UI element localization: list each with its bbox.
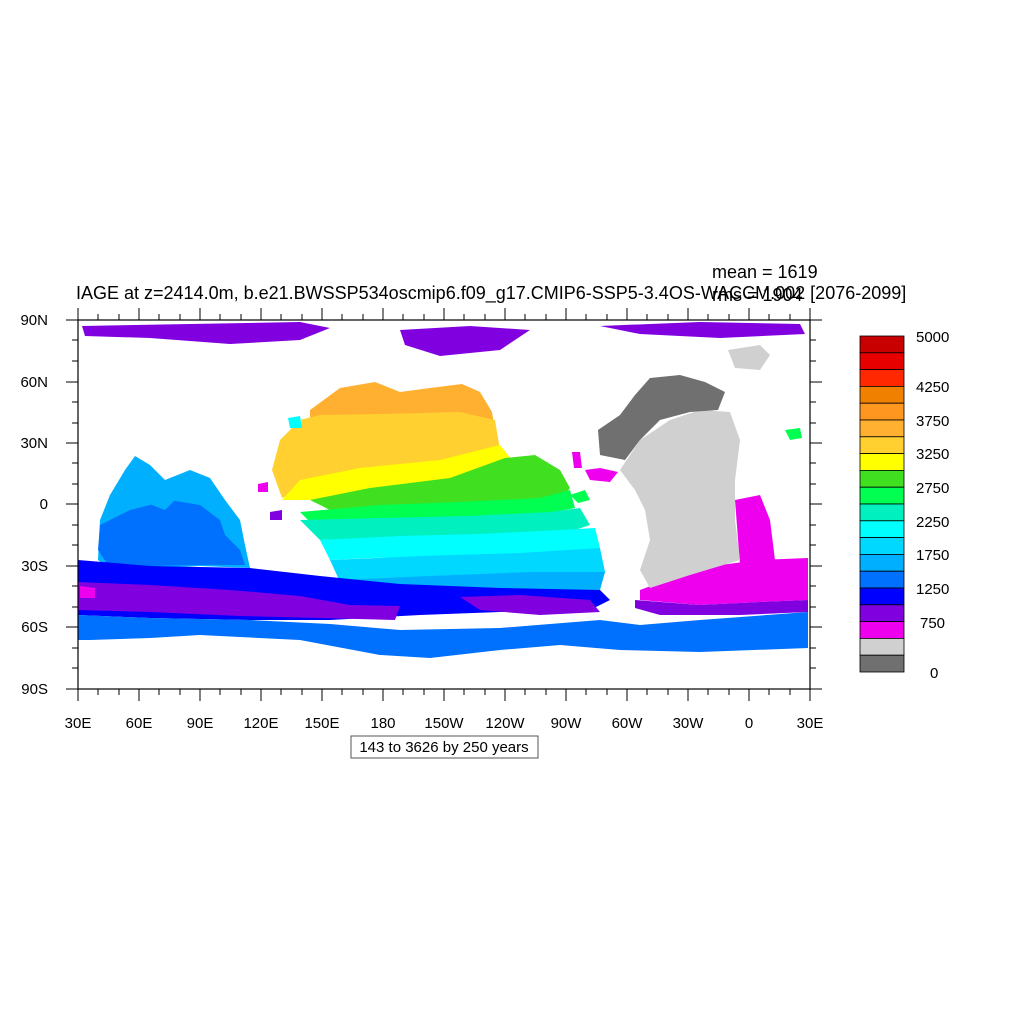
colorbar-label: 4250 bbox=[916, 379, 949, 396]
colorbar-swatch bbox=[859, 621, 905, 639]
colorbar-swatch bbox=[859, 335, 905, 354]
lon-label: 90W bbox=[551, 715, 583, 732]
mean-label: mean = 1619 bbox=[712, 262, 818, 282]
colorbar-swatch bbox=[859, 503, 905, 522]
colorbar-label: 1750 bbox=[916, 547, 949, 564]
lon-label: 30W bbox=[673, 715, 705, 732]
lon-label: 180 bbox=[370, 715, 395, 732]
colorbar-swatch bbox=[859, 436, 905, 454]
lon-label: 30E bbox=[797, 715, 824, 732]
lat-label: 30N bbox=[20, 435, 48, 452]
map-title: IAGE at z=2414.0m, b.e21.BWSSP534oscmip6… bbox=[76, 283, 906, 304]
info-box-text: 143 to 3626 by 250 years bbox=[359, 739, 528, 756]
lat-labels: 90N 60N 30N 0 30S 60S 90S bbox=[20, 312, 48, 698]
colorbar-labels: 5000 4250 3750 3250 2750 2250 1750 1250 … bbox=[916, 329, 949, 682]
colorbar-swatch bbox=[859, 554, 905, 572]
colorbar-swatch bbox=[859, 352, 905, 370]
lat-label: 90N bbox=[20, 312, 48, 329]
colorbar-label: 3250 bbox=[916, 446, 949, 463]
ocean-age-field bbox=[78, 322, 808, 658]
lon-label: 60W bbox=[612, 715, 644, 732]
colorbar-swatch bbox=[859, 385, 905, 404]
colorbar-label: 2250 bbox=[916, 514, 949, 531]
lon-label: 90E bbox=[187, 715, 214, 732]
lon-labels: 30E 60E 90E 120E 150E 180 150W 120W 90W … bbox=[65, 715, 824, 732]
colorbar-swatch bbox=[859, 486, 905, 505]
lon-label: 150E bbox=[304, 715, 339, 732]
colorbar-swatch bbox=[859, 469, 905, 488]
lon-label: 120E bbox=[243, 715, 278, 732]
lat-label: 30S bbox=[21, 558, 48, 575]
colorbar-label: 3750 bbox=[916, 413, 949, 430]
colorbar-label: 1250 bbox=[916, 581, 949, 598]
colorbar-swatch bbox=[859, 604, 905, 622]
colorbar-swatch bbox=[859, 520, 905, 538]
lon-ticks bbox=[77, 308, 811, 701]
colorbar-swatch bbox=[859, 453, 905, 471]
colorbar-swatch bbox=[859, 570, 905, 589]
lat-ticks bbox=[66, 319, 822, 690]
colorbar-swatch bbox=[859, 654, 905, 673]
colorbar-swatch bbox=[859, 419, 905, 438]
colorbar-label: 5000 bbox=[916, 329, 949, 346]
colorbar-label: 750 bbox=[920, 615, 945, 632]
lat-label: 60N bbox=[20, 374, 48, 391]
colorbar-swatch bbox=[859, 587, 905, 606]
colorbar-swatch bbox=[859, 638, 905, 656]
colorbar-swatch bbox=[859, 369, 905, 387]
lon-label: 150W bbox=[424, 715, 464, 732]
lon-label: 30E bbox=[65, 715, 92, 732]
colorbar bbox=[859, 335, 905, 673]
info-box bbox=[350, 735, 539, 759]
colorbar-label: 2750 bbox=[916, 480, 949, 497]
lat-label: 90S bbox=[21, 681, 48, 698]
colorbar-swatch bbox=[859, 402, 905, 421]
colorbar-swatch bbox=[859, 537, 905, 555]
lat-label: 0 bbox=[40, 496, 48, 513]
lon-label: 120W bbox=[485, 715, 525, 732]
rms-label: rms = 1904 bbox=[712, 285, 803, 305]
lat-label: 60S bbox=[21, 619, 48, 636]
colorbar-label: 0 bbox=[930, 665, 938, 682]
lon-label: 60E bbox=[126, 715, 153, 732]
lon-label: 0 bbox=[745, 715, 753, 732]
